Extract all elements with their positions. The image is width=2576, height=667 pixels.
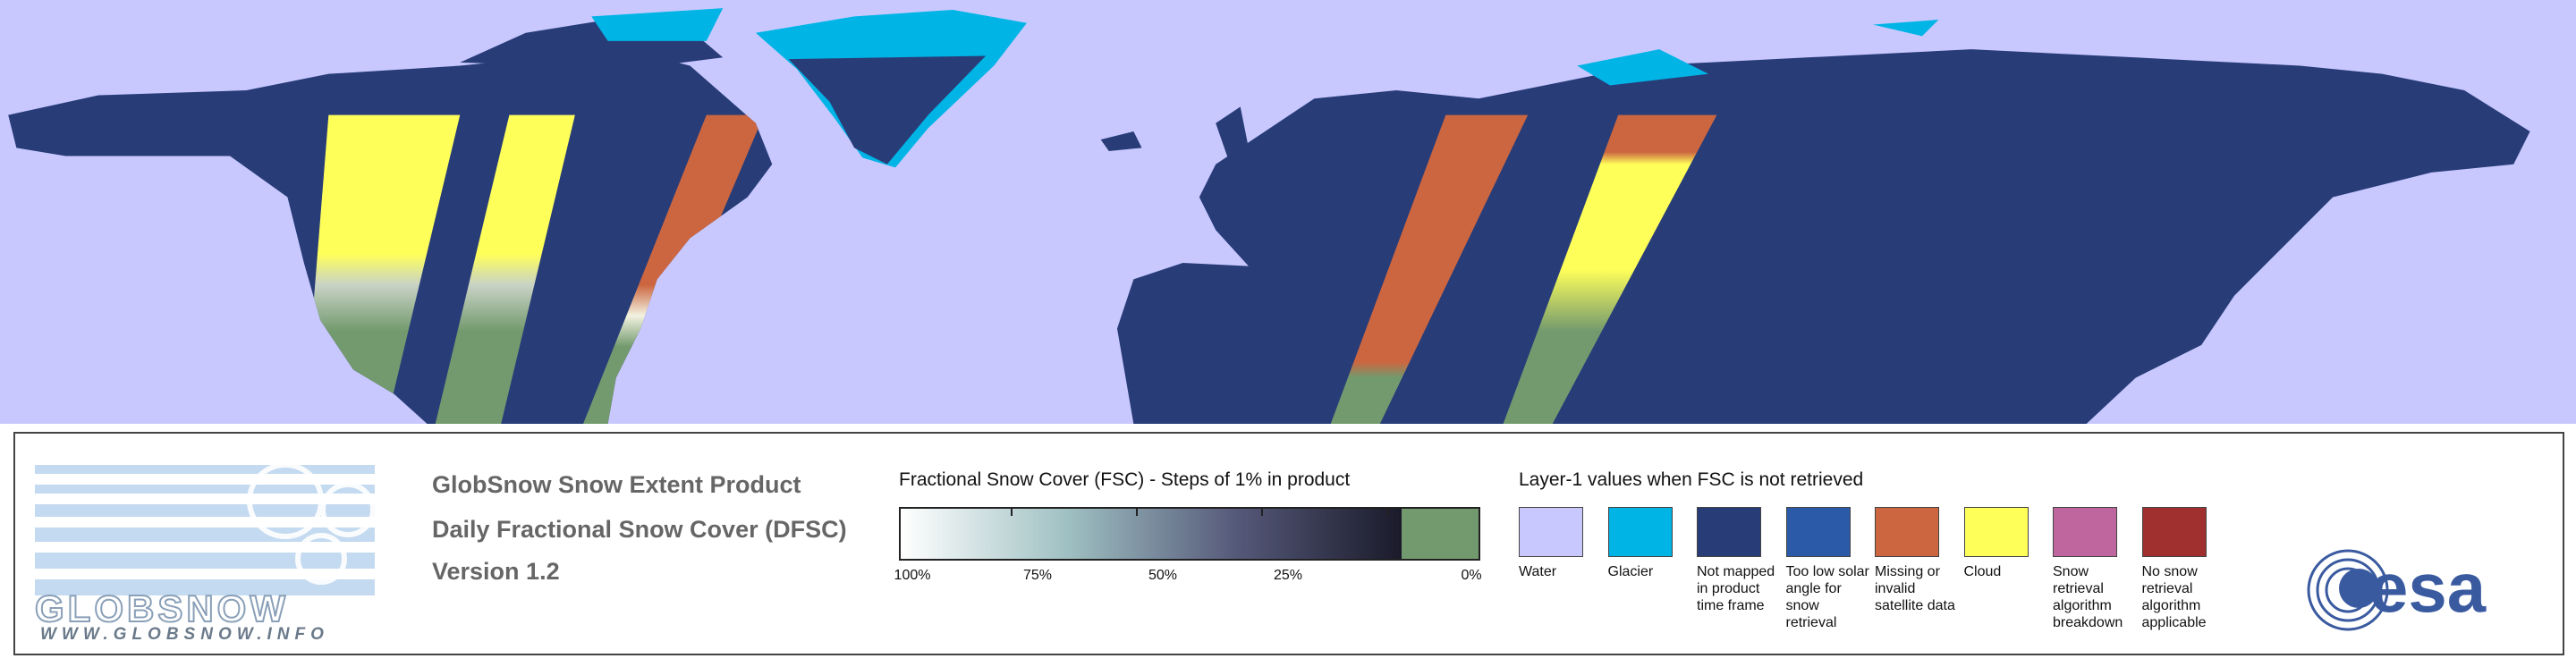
esa-emblem-core	[2339, 569, 2378, 608]
swath	[1503, 114, 1717, 424]
logo-stripes	[35, 465, 375, 595]
class-label: Water	[1519, 564, 1557, 579]
logo-name: GLOBSNOW	[35, 587, 289, 629]
class-swatch	[1697, 507, 1761, 557]
swath	[1330, 114, 1529, 424]
snowflakes	[247, 462, 376, 585]
fsc-gradient	[901, 509, 1402, 559]
class-label: No snow retrieval algorithm applicable	[2141, 564, 2207, 630]
class-swatch	[1607, 507, 1673, 557]
fsc-tick-label: 50%	[1148, 568, 1178, 583]
class-swatch	[1785, 507, 1851, 557]
class-swatch	[2141, 507, 2207, 557]
logo-url: WWW.GLOBSNOW.INFO	[40, 625, 329, 644]
product-line: Version 1.2	[432, 558, 560, 585]
product-line: GlobSnow Snow Extent Product	[432, 471, 801, 498]
class-label: Glacier	[1607, 564, 1654, 579]
greenland-unmapped	[788, 55, 987, 165]
fsc-tick-label: 75%	[1022, 568, 1053, 583]
agency-name: esa	[2369, 548, 2487, 627]
snow-map	[0, 0, 2576, 424]
class-swatch	[2053, 507, 2117, 557]
swath	[435, 114, 575, 424]
fsc-title: Fractional Snow Cover (FSC) - Steps of 1…	[899, 469, 1351, 490]
class-label: Missing or invalid satellite data	[1875, 564, 1955, 613]
fsc-tick-mark	[1261, 509, 1263, 516]
fsc-tick-label: 0%	[1461, 568, 1482, 583]
esa-emblem	[2307, 549, 2389, 631]
fsc-tick-mark	[1011, 509, 1013, 516]
class-label: Snow retrieval algorithm breakdown	[2053, 564, 2123, 630]
class-label: Too low solar angle for snow retrieval	[1785, 564, 1869, 630]
class-swatch	[1519, 507, 1583, 557]
fsc-zero	[1402, 509, 1479, 559]
class-label: Cloud	[1963, 564, 2002, 579]
class-swatch	[1963, 507, 2029, 557]
layer1-title: Layer-1 values when FSC is not retrieved	[1519, 469, 1864, 490]
class-swatch	[1875, 507, 1939, 557]
glaciers	[591, 8, 1939, 86]
fsc-colorbar	[899, 507, 1480, 561]
fsc-tick-label: 100%	[894, 568, 931, 583]
fsc-tick-mark	[1136, 509, 1138, 516]
legend-panel: GLOBSNOW WWW.GLOBSNOW.INFO GlobSnow Snow…	[13, 432, 2564, 655]
product-line: Daily Fractional Snow Cover (DFSC)	[432, 516, 847, 543]
class-label: Not mapped in product time frame	[1697, 564, 1775, 613]
esa-logo: esa	[2307, 548, 2487, 631]
islands	[1100, 106, 1249, 162]
swath	[303, 114, 461, 424]
globsnow-logo: GLOBSNOW WWW.GLOBSNOW.INFO	[35, 462, 376, 644]
fsc-tick-mark	[1386, 509, 1388, 516]
fsc-tick-label: 25%	[1273, 568, 1303, 583]
